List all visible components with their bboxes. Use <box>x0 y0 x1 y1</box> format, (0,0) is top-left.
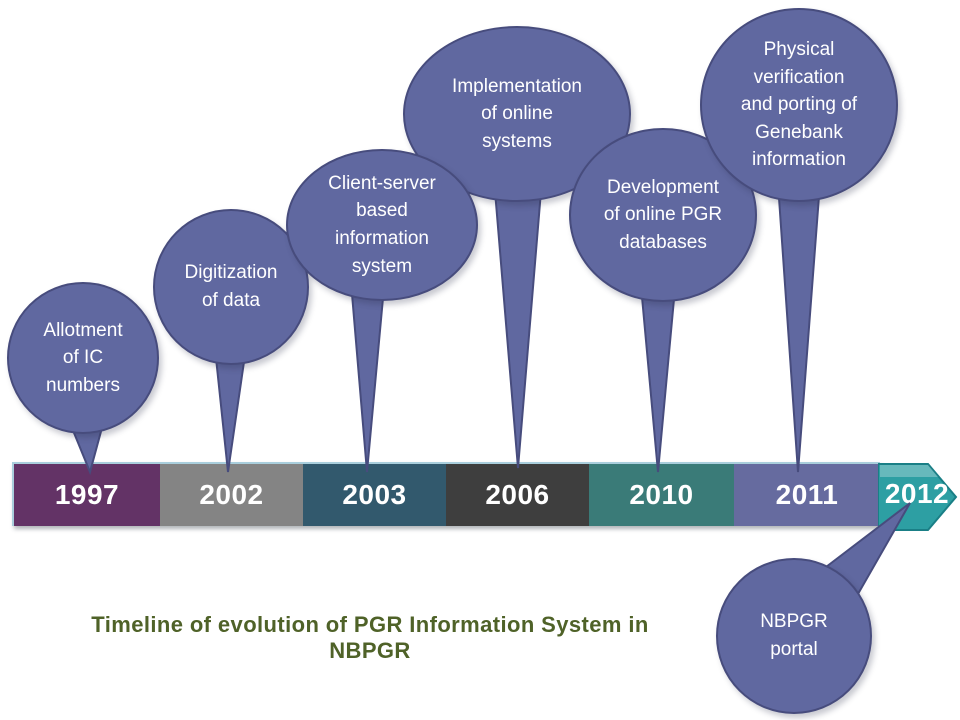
year-label-2006: 2006 <box>485 479 550 510</box>
year-label-2002: 2002 <box>199 479 264 510</box>
balloon-tail-2006 <box>493 190 543 469</box>
timeline-segment-2006: 2006 <box>446 464 589 526</box>
timeline-segment-2010: 2010 <box>589 464 734 526</box>
arrow-highlight <box>880 465 938 477</box>
timeline-segment-1997: 1997 <box>14 464 160 526</box>
timeline-segment-2011: 2011 <box>734 464 880 526</box>
event-balloon-2003: Client-server based information system <box>286 149 478 301</box>
year-label-1997: 1997 <box>54 479 120 510</box>
event-balloon-text: Client-server based information system <box>328 172 436 277</box>
year-label-2010: 2010 <box>629 479 694 510</box>
event-balloon-text: NBPGR portal <box>760 611 828 660</box>
timeline-segment-2002: 2002 <box>160 464 303 526</box>
event-balloon-text: Implementation of online systems <box>452 75 582 152</box>
event-balloon-text: Allotment of IC numbers <box>43 319 123 396</box>
event-balloon-text: Physical verification and porting of Gen… <box>740 39 858 171</box>
event-balloon-2010: Development of online PGR databases <box>569 128 757 302</box>
year-label-2011: 2011 <box>775 479 839 510</box>
balloon-tail-2003 <box>350 292 385 473</box>
year-label-2012: 2012 <box>884 478 950 509</box>
timeline-segment-2003: 2003 <box>303 464 446 526</box>
balloon-tail-2002 <box>214 353 247 473</box>
event-balloon-text: Development of online PGR databases <box>603 176 723 253</box>
balloon-tail-2011 <box>777 194 821 473</box>
event-balloon-text: Digitization of data <box>184 262 278 311</box>
event-balloon-1997: Allotment of IC numbers <box>7 282 159 434</box>
balloon-tail-2010 <box>640 295 676 473</box>
year-label-2003: 2003 <box>342 479 407 510</box>
event-balloon-2012: NBPGR portal <box>716 558 872 714</box>
timeline-bar: 1997 2002 2003 2006 2010 2011 <box>12 462 880 526</box>
caption: Timeline of evolution of PGR Information… <box>91 612 649 663</box>
event-balloon-2011: Physical verification and porting of Gen… <box>700 8 898 202</box>
